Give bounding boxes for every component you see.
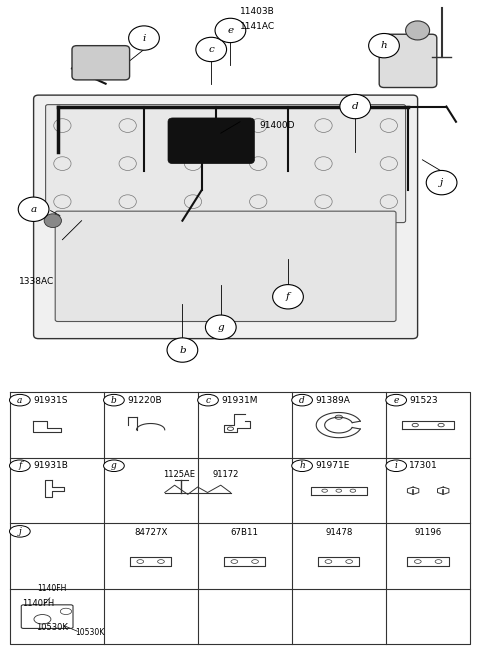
Text: f: f [18,461,22,470]
Text: 91931B: 91931B [33,461,68,470]
FancyBboxPatch shape [379,34,437,87]
Text: 10530K: 10530K [75,628,104,637]
Circle shape [10,394,30,406]
Text: f: f [286,293,290,301]
Text: 17301: 17301 [409,461,438,470]
Text: 67B11: 67B11 [231,528,259,537]
Text: g: g [217,323,224,332]
FancyBboxPatch shape [72,46,130,80]
Circle shape [10,460,30,472]
FancyBboxPatch shape [46,105,406,222]
Circle shape [104,460,124,472]
Text: 11403B: 11403B [240,7,275,16]
Text: d: d [299,396,305,405]
Circle shape [198,394,218,406]
FancyBboxPatch shape [34,95,418,338]
Circle shape [273,285,303,309]
Circle shape [215,18,246,43]
Text: 91400D: 91400D [259,121,295,130]
Text: j: j [18,527,21,536]
Text: b: b [179,346,186,354]
Text: 1338AC: 1338AC [19,277,54,286]
Text: h: h [381,41,387,50]
Text: 1140FH: 1140FH [37,584,67,593]
Circle shape [386,394,407,406]
Text: c: c [205,396,211,405]
Text: i: i [142,33,146,43]
Text: 91478: 91478 [325,528,352,537]
Text: 91220B: 91220B [127,396,162,405]
Circle shape [129,26,159,51]
Text: 91931M: 91931M [221,396,258,405]
Text: h: h [299,461,305,470]
Circle shape [104,394,124,406]
Text: d: d [352,102,359,111]
Text: a: a [17,396,23,405]
Circle shape [196,37,227,62]
Text: 84727X: 84727X [134,528,168,537]
Text: b: b [111,396,117,405]
Text: 91172: 91172 [213,470,239,480]
Text: 91523: 91523 [409,396,438,405]
Text: 91971E: 91971E [315,461,349,470]
Text: j: j [440,178,443,187]
Text: e: e [394,396,399,405]
Circle shape [10,525,30,537]
Text: c: c [208,45,214,54]
Circle shape [386,460,407,472]
FancyBboxPatch shape [168,118,254,163]
Text: e: e [228,26,233,35]
Circle shape [292,460,312,472]
Text: 1141AC: 1141AC [240,22,275,31]
Circle shape [426,171,457,195]
Circle shape [167,338,198,362]
Text: 91389A: 91389A [315,396,350,405]
Text: 1125AE: 1125AE [163,470,195,480]
Text: g: g [111,461,117,470]
Circle shape [406,21,430,40]
Text: i: i [395,461,397,470]
FancyBboxPatch shape [55,211,396,321]
Circle shape [44,214,61,228]
Text: 91931S: 91931S [33,396,68,405]
Text: 10530K: 10530K [36,623,68,632]
Circle shape [340,94,371,119]
Circle shape [18,197,49,222]
Circle shape [369,33,399,58]
Circle shape [205,315,236,339]
Text: a: a [31,205,36,214]
Circle shape [292,394,312,406]
Text: 91196: 91196 [415,528,442,537]
Text: 1140FH: 1140FH [22,599,54,608]
